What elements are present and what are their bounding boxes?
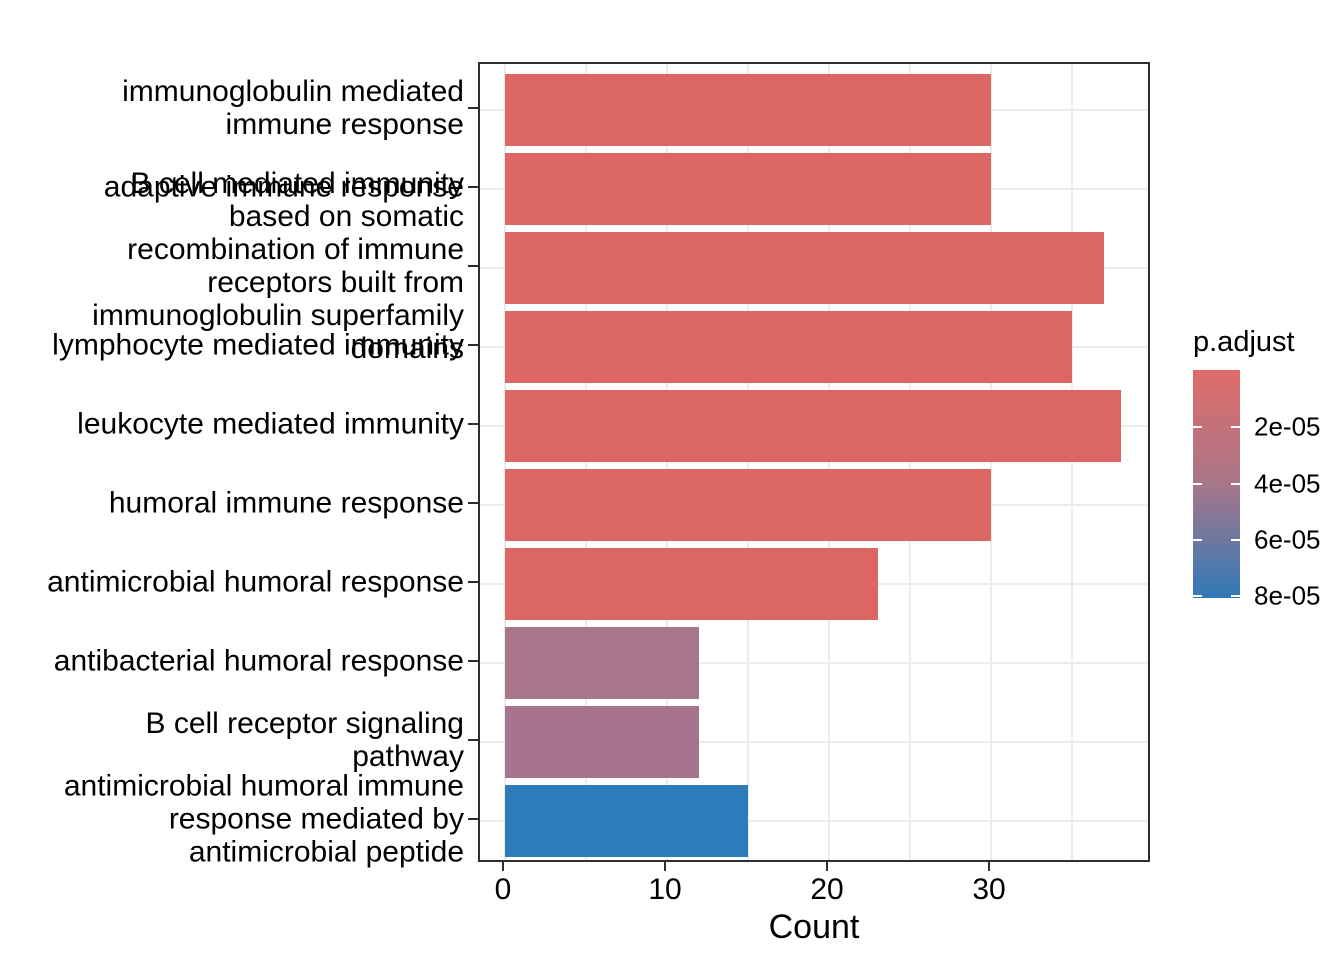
x-axis-tick — [502, 862, 504, 871]
y-axis-tick — [468, 581, 478, 583]
major-gridline-horizontal — [480, 662, 1148, 664]
y-axis-category-label: humoral immune response — [108, 486, 464, 520]
minor-gridline-vertical — [909, 64, 911, 860]
x-axis-tick-label: 20 — [810, 873, 844, 906]
x-axis-tick-label: 0 — [494, 873, 512, 906]
x-axis-tick — [664, 862, 666, 871]
legend-tick-label: 6e-05 — [1254, 524, 1321, 555]
bar — [505, 706, 700, 778]
y-axis-category-label: lymphocyte mediated immunity — [52, 328, 464, 362]
plot-panel — [478, 62, 1150, 862]
major-gridline-vertical — [666, 64, 668, 860]
legend-tick-label: 2e-05 — [1254, 411, 1321, 442]
y-axis-tick — [468, 107, 478, 109]
y-axis-tick — [468, 423, 478, 425]
major-gridline-vertical — [990, 64, 992, 860]
y-axis-tick — [468, 818, 478, 820]
legend-colorbar-tick — [1231, 595, 1240, 597]
x-axis-tick — [826, 862, 828, 871]
legend-colorbar-tick — [1193, 595, 1202, 597]
x-axis-title: Count — [768, 908, 860, 946]
y-axis-category-label: leukocyte mediated immunity — [77, 407, 464, 441]
legend-title: p.adjust — [1193, 326, 1295, 358]
y-axis-category-label: B cell receptor signaling pathway — [145, 707, 464, 773]
legend-colorbar-tick — [1231, 426, 1240, 428]
legend-colorbar-tick — [1193, 539, 1202, 541]
minor-gridline-vertical — [585, 64, 587, 860]
y-axis-category-label: antimicrobial humoral response — [47, 565, 464, 599]
minor-gridline-vertical — [747, 64, 749, 860]
legend-colorbar-tick — [1193, 483, 1202, 485]
legend-colorbar-tick — [1231, 539, 1240, 541]
major-gridline-horizontal — [480, 741, 1148, 743]
legend-colorbar-tick — [1193, 426, 1202, 428]
y-axis-tick — [468, 265, 478, 267]
y-axis-category-label: antibacterial humoral response — [53, 644, 464, 678]
x-axis-tick — [988, 862, 990, 871]
bar — [505, 232, 1105, 304]
y-axis-category-label: immunoglobulin mediated immune response — [122, 75, 464, 141]
bar — [505, 785, 748, 857]
bar — [505, 153, 991, 225]
legend-colorbar-tick — [1231, 483, 1240, 485]
y-axis-tick — [468, 186, 478, 188]
y-axis-tick — [468, 739, 478, 741]
bar — [505, 390, 1121, 462]
y-axis-tick — [468, 502, 478, 504]
major-gridline-horizontal — [480, 820, 1148, 822]
y-axis-category-label: antimicrobial humoral immune response med… — [63, 769, 464, 869]
bar — [505, 627, 700, 699]
bar — [505, 548, 878, 620]
y-axis-category-label: B cell mediated immunity based on somatic… — [92, 167, 464, 365]
y-axis-tick — [468, 344, 478, 346]
bar — [505, 469, 991, 541]
x-axis-tick-label: 30 — [972, 873, 1006, 906]
minor-gridline-vertical — [1071, 64, 1073, 860]
y-axis-category-label: adaptive immune response — [103, 170, 464, 204]
bar — [505, 311, 1072, 383]
major-gridline-vertical — [504, 64, 506, 860]
bar — [505, 74, 991, 146]
x-axis-tick-label: 10 — [648, 873, 682, 906]
major-gridline-vertical — [828, 64, 830, 860]
y-axis-tick — [468, 660, 478, 662]
legend-tick-label: 8e-05 — [1254, 580, 1321, 611]
legend-tick-label: 4e-05 — [1254, 468, 1321, 499]
